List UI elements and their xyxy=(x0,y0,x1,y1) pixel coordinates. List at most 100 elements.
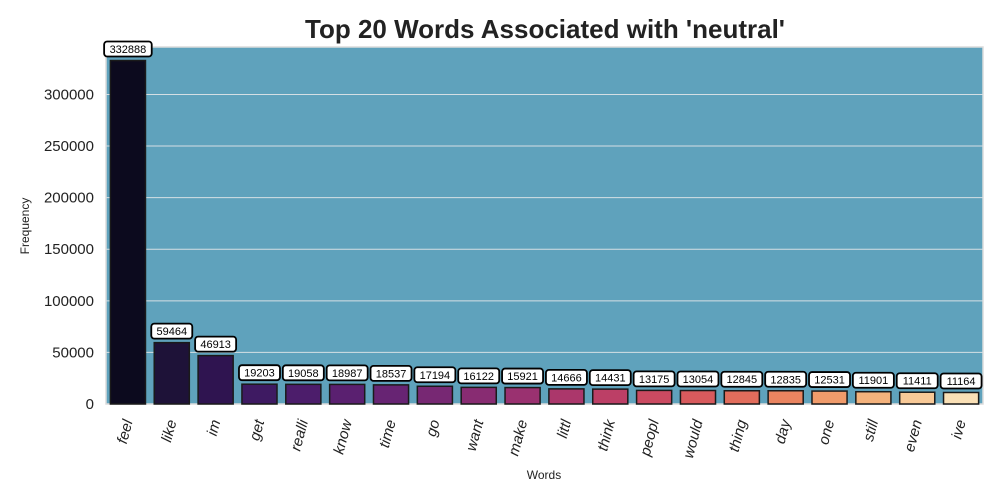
data-label-box xyxy=(939,372,983,390)
x-tick-label: feel xyxy=(114,417,137,445)
x-tick-label: littl xyxy=(554,417,575,440)
data-label-box xyxy=(808,371,851,388)
data-label-box xyxy=(851,371,895,389)
bar-go xyxy=(416,385,454,405)
x-tick-group: know xyxy=(330,417,356,456)
bar-would xyxy=(679,389,717,405)
x-tick-group: one xyxy=(815,418,838,447)
data-label-box xyxy=(501,367,544,385)
data-label-box xyxy=(545,368,588,386)
data-label-box xyxy=(325,364,369,382)
x-tick-group: get xyxy=(246,417,268,442)
x-tick-label: peopl xyxy=(637,417,663,458)
x-tick-group: day xyxy=(772,416,795,445)
data-label: 12845 xyxy=(727,374,758,386)
x-tick-group: peopl xyxy=(637,417,663,458)
bar-im xyxy=(197,354,234,405)
data-label: 13175 xyxy=(639,374,670,386)
x-tick-group: make xyxy=(505,418,531,458)
x-tick-group: im xyxy=(204,418,225,438)
bar-time xyxy=(372,384,410,405)
data-label: 14666 xyxy=(551,372,582,384)
data-label: 12531 xyxy=(814,375,845,387)
x-tick-label: day xyxy=(772,416,795,445)
x-tick-label: realli xyxy=(287,417,312,453)
x-tick-label: get xyxy=(246,417,268,442)
x-tick-group: think xyxy=(594,416,619,452)
data-label: 12835 xyxy=(770,374,801,386)
data-label-box xyxy=(457,367,501,385)
data-label: 13054 xyxy=(683,374,714,386)
x-tick-group: time xyxy=(376,418,400,450)
bar-like xyxy=(153,341,191,405)
data-label: 11411 xyxy=(903,376,932,388)
y-tick-label: 200000 xyxy=(44,190,94,207)
data-label-box xyxy=(632,370,676,388)
y-tick-label: 300000 xyxy=(44,86,94,103)
x-tick-label: like xyxy=(158,418,180,444)
x-tick-group: littl xyxy=(554,417,575,440)
data-label-box xyxy=(103,40,153,58)
x-tick-group: even xyxy=(901,418,926,454)
bars xyxy=(109,59,980,405)
x-tick-label: time xyxy=(376,418,400,450)
bar-feel xyxy=(109,59,147,405)
x-axis-ticks: feel like im get realli know time go want make lit… xyxy=(114,416,970,460)
x-tick-label: even xyxy=(901,418,926,454)
data-label-box xyxy=(413,366,457,384)
data-label: 17194 xyxy=(420,370,451,382)
data-label-box xyxy=(281,364,325,382)
plot-area xyxy=(105,46,984,405)
y-tick-label: 50000 xyxy=(52,344,94,361)
y-tick-label: 150000 xyxy=(44,241,94,258)
x-tick-label: ive xyxy=(948,418,969,441)
data-label-box xyxy=(588,369,632,387)
data-labels: 332888 59464 46913 19203 19058 18987 18537 1719… xyxy=(103,40,983,390)
data-label: 46913 xyxy=(200,339,231,351)
x-tick-label: think xyxy=(594,416,619,452)
bar-make xyxy=(504,386,541,405)
x-tick-label: make xyxy=(505,418,531,458)
bar-one xyxy=(811,390,848,405)
data-label: 332888 xyxy=(110,44,147,56)
bar-littl xyxy=(548,388,585,405)
x-tick-group: would xyxy=(680,417,707,460)
data-label: 19058 xyxy=(288,368,319,380)
bar-ive xyxy=(942,391,980,405)
x-tick-group: want xyxy=(463,417,488,453)
bar-even xyxy=(898,391,936,405)
data-label-box xyxy=(676,370,720,388)
data-label: 11901 xyxy=(858,375,888,387)
x-tick-label: one xyxy=(815,418,838,447)
x-tick-group: go xyxy=(423,418,444,439)
data-label-box xyxy=(194,335,238,353)
data-label: 16122 xyxy=(463,371,494,383)
bar-day xyxy=(767,390,804,405)
x-axis-label: Words xyxy=(527,468,561,482)
chart-title: Top 20 Words Associated with 'neutral' xyxy=(305,14,785,44)
bar-know xyxy=(328,383,366,405)
data-label-box xyxy=(720,370,764,388)
data-label-box xyxy=(150,322,194,340)
gridlines xyxy=(106,93,983,353)
y-axis-label: Frequency xyxy=(18,198,32,255)
data-label-box xyxy=(369,364,413,382)
bar-think xyxy=(591,388,629,405)
y-tick-label: 250000 xyxy=(44,138,94,155)
data-label: 18987 xyxy=(332,368,363,380)
data-label-box xyxy=(895,372,939,390)
bar-want xyxy=(460,386,498,405)
x-tick-group: ive xyxy=(948,418,969,441)
data-label: 19203 xyxy=(244,368,275,380)
x-tick-label: want xyxy=(463,417,488,453)
x-tick-group: feel xyxy=(114,417,137,445)
data-label: 14431 xyxy=(595,373,626,385)
bar-thing xyxy=(723,389,761,405)
data-label-box xyxy=(764,370,808,388)
x-tick-label: still xyxy=(860,417,882,443)
x-tick-group: thing xyxy=(726,417,751,453)
bar-get xyxy=(241,383,278,405)
bar-realli xyxy=(285,383,322,405)
x-tick-label: go xyxy=(423,418,444,439)
x-tick-group: still xyxy=(860,417,882,443)
